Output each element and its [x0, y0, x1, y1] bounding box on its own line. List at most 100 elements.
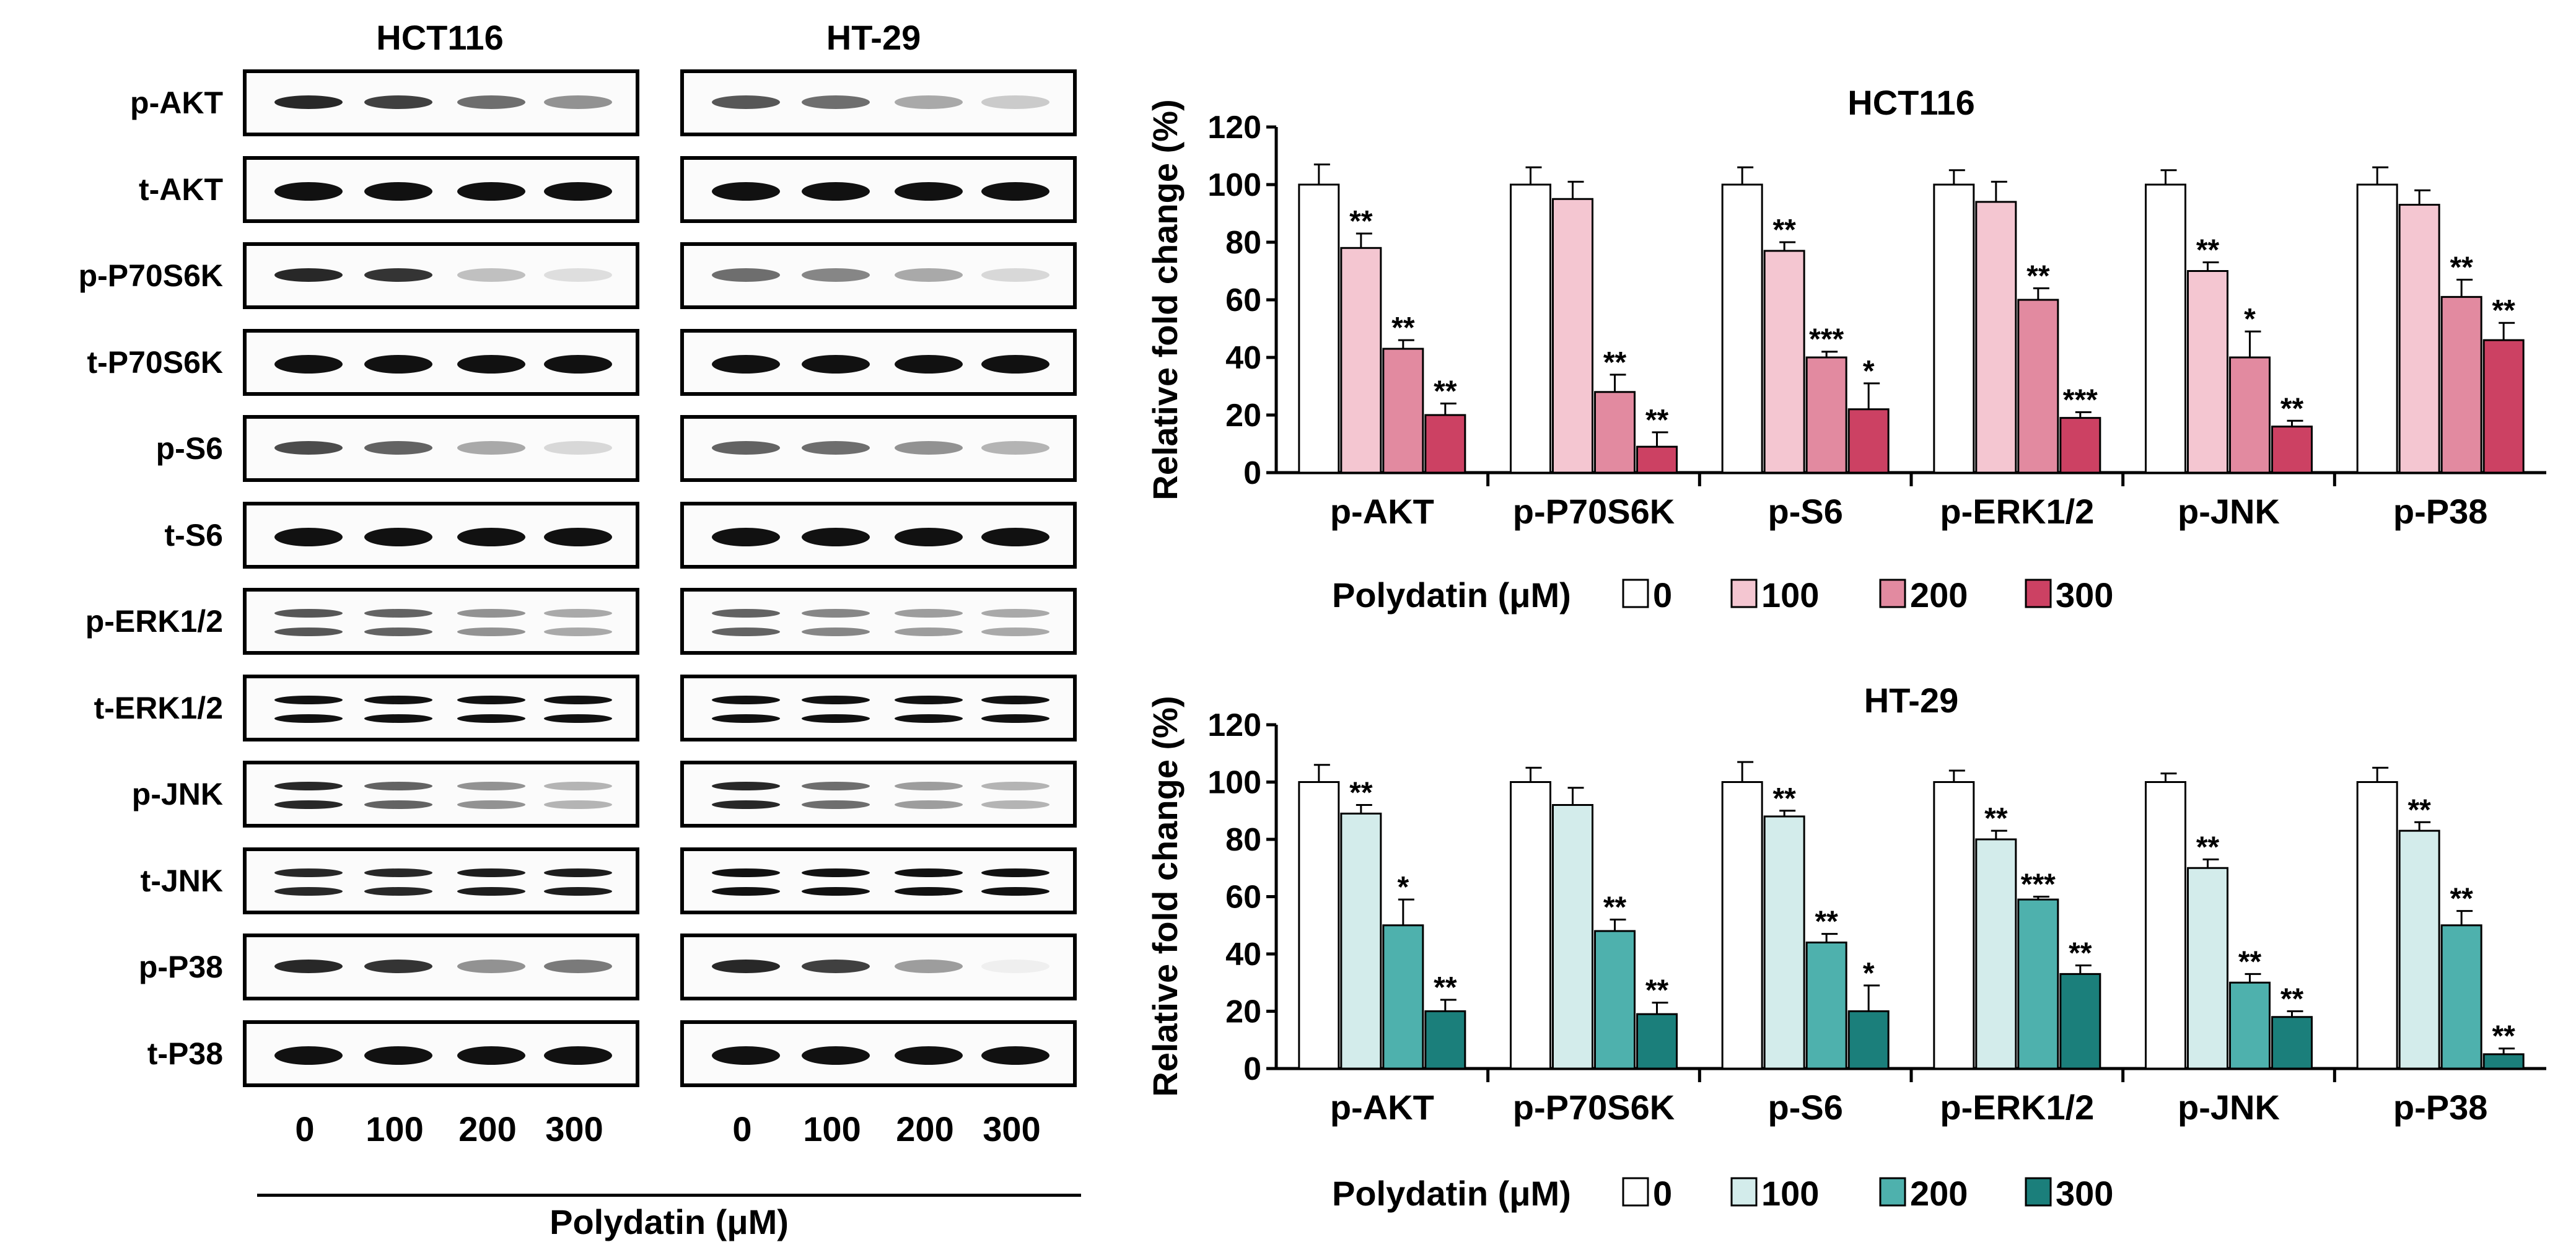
blot-band — [457, 960, 525, 973]
blot-row-label: t-ERK1/2 — [94, 690, 223, 725]
blot-row-label: p-P38 — [138, 950, 223, 984]
blot-band — [274, 1046, 343, 1065]
blot-band — [274, 268, 343, 282]
bar — [2145, 183, 2186, 474]
bar — [1340, 247, 1382, 474]
y-tick-label: 80 — [1225, 225, 1261, 261]
blot-band — [712, 782, 780, 790]
blot-band — [802, 714, 870, 723]
blot-strip — [243, 501, 639, 569]
legend-label: 100 — [1761, 575, 1819, 614]
blot-band — [802, 695, 870, 704]
blot-strip — [680, 69, 1077, 136]
x-tick-label: p-S6 — [1768, 492, 1842, 531]
blot-band — [364, 527, 432, 546]
legend-label: 300 — [2056, 575, 2113, 614]
y-tick-label: 60 — [1225, 282, 1261, 318]
significance-mark: ** — [1603, 346, 1627, 379]
blot-band — [274, 609, 343, 618]
bar — [2482, 339, 2525, 474]
blot-band — [544, 181, 612, 201]
bar — [1340, 812, 1382, 1070]
legend-swatch — [1622, 579, 1649, 608]
blot-band — [981, 441, 1049, 455]
legend-label: 300 — [2056, 1174, 2113, 1213]
legend-label: 200 — [1910, 575, 1968, 614]
blot-band — [457, 695, 525, 704]
blot-band — [544, 609, 612, 618]
significance-mark: ** — [1645, 974, 1669, 1007]
blot-band — [981, 181, 1049, 201]
bar — [2187, 270, 2228, 474]
lane-label: 300 — [545, 1109, 603, 1148]
blot-strip — [243, 588, 639, 655]
significance-mark: * — [1397, 871, 1409, 904]
blot-row-label: t-P38 — [147, 1036, 223, 1071]
blot-band — [712, 695, 780, 704]
blot-band — [802, 268, 870, 282]
bar — [1510, 781, 1551, 1070]
legend-title: Polydatin (μM) — [1332, 575, 1571, 614]
blot-band — [981, 527, 1049, 546]
bar — [2398, 829, 2440, 1070]
blot-band — [981, 714, 1049, 723]
blot-band — [712, 1046, 780, 1065]
blot-band — [364, 868, 432, 877]
blot-band — [895, 886, 963, 896]
blot-strip — [243, 155, 639, 223]
blot-band — [981, 886, 1049, 896]
significance-mark: ** — [2026, 260, 2050, 292]
legend-label: 100 — [1761, 1174, 1819, 1213]
blot-band — [981, 695, 1049, 704]
blot-band — [895, 181, 963, 201]
blot-band — [274, 714, 343, 723]
significance-mark: * — [1863, 957, 1875, 990]
blot-band — [274, 527, 343, 546]
bar — [1721, 183, 1763, 474]
bar — [1424, 1010, 1466, 1070]
blot-band — [895, 695, 963, 704]
bar — [1636, 445, 1678, 474]
blot-band — [457, 181, 525, 201]
bar — [1552, 198, 1593, 474]
blot-band — [457, 628, 525, 636]
x-tick-label: p-P38 — [2393, 1088, 2488, 1127]
x-tick-label: p-JNK — [2178, 492, 2280, 531]
bar — [1594, 930, 1636, 1070]
y-tick-label: 20 — [1225, 994, 1261, 1030]
bar — [1382, 924, 1424, 1070]
significance-mark: ** — [1772, 214, 1796, 247]
legend-swatch — [1730, 579, 1758, 608]
significance-mark: ** — [2280, 983, 2304, 1016]
blot-band — [544, 527, 612, 546]
x-tick-label: p-P70S6K — [1513, 492, 1675, 531]
blot-band — [274, 181, 343, 201]
legend-swatch — [1879, 1177, 1906, 1207]
bar — [2017, 299, 2059, 474]
legend-label: 0 — [1653, 1174, 1672, 1213]
blot-band — [457, 1046, 525, 1065]
bar — [2229, 981, 2271, 1070]
blot-band — [544, 868, 612, 877]
bar — [2059, 417, 2101, 474]
blot-band — [895, 609, 963, 618]
blot-band — [457, 782, 525, 790]
significance-mark: ** — [2196, 234, 2220, 267]
lane-label: 100 — [803, 1109, 861, 1148]
x-tick-label: p-ERK1/2 — [1940, 1088, 2094, 1127]
blot-band — [802, 782, 870, 790]
blot-strip — [243, 1020, 639, 1087]
legend-swatch — [1730, 1177, 1758, 1207]
blot-band — [274, 886, 343, 896]
blot-band — [981, 1046, 1049, 1065]
blot-band — [364, 354, 432, 374]
blot-row-label: p-AKT — [130, 85, 223, 120]
blot-band — [895, 782, 963, 790]
blot-band — [981, 609, 1049, 618]
x-tick-label: p-P70S6K — [1513, 1088, 1675, 1127]
bar — [1298, 183, 1340, 474]
blot-band — [712, 868, 780, 877]
blot-band — [712, 527, 780, 546]
blot-band — [364, 1046, 432, 1065]
